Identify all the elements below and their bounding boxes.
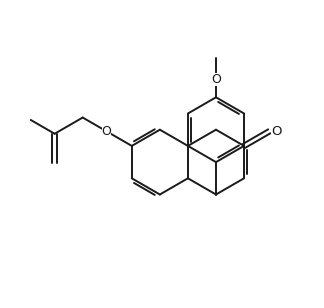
Text: O: O	[211, 73, 221, 86]
Text: O: O	[102, 125, 111, 138]
Text: O: O	[271, 125, 282, 138]
